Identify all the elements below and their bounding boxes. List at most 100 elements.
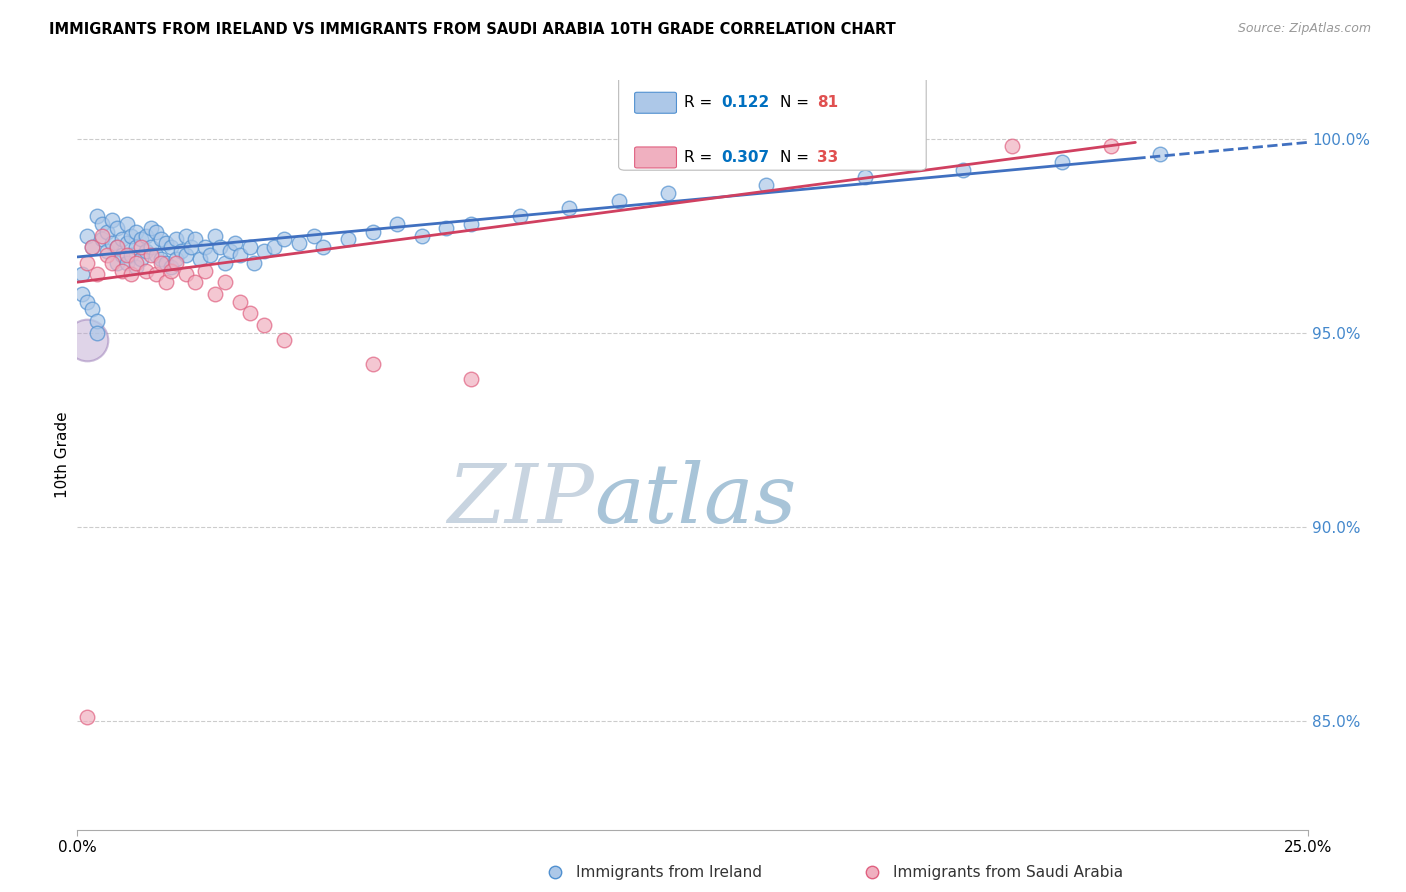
Point — [253, 244, 276, 259]
Point — [204, 286, 226, 301]
Point — [460, 217, 482, 231]
Point — [155, 236, 177, 251]
Point — [170, 244, 193, 259]
Point — [105, 256, 128, 270]
Point — [194, 263, 217, 277]
Point — [228, 248, 252, 262]
Text: IMMIGRANTS FROM IRELAND VS IMMIGRANTS FROM SAUDI ARABIA 10TH GRADE CORRELATION C: IMMIGRANTS FROM IRELAND VS IMMIGRANTS FR… — [49, 22, 896, 37]
Point — [76, 228, 98, 243]
Point — [125, 256, 148, 270]
Point — [135, 263, 157, 277]
Point — [263, 240, 285, 254]
Point — [129, 232, 153, 246]
Point — [155, 256, 177, 270]
Point — [141, 240, 163, 254]
Point — [121, 228, 143, 243]
Point — [204, 228, 226, 243]
Point — [214, 275, 236, 289]
Point — [243, 256, 266, 270]
Point — [86, 209, 108, 223]
Point — [239, 306, 262, 320]
Text: 0.122: 0.122 — [721, 95, 769, 111]
Point — [755, 178, 778, 193]
Point — [361, 357, 384, 371]
Text: 0.307: 0.307 — [721, 150, 769, 165]
Point — [86, 314, 108, 328]
Point — [302, 228, 325, 243]
Point — [76, 256, 98, 270]
Point — [288, 236, 311, 251]
Point — [1001, 139, 1024, 153]
Point — [214, 256, 236, 270]
Point — [96, 225, 118, 239]
Point — [273, 334, 295, 348]
FancyBboxPatch shape — [634, 92, 676, 113]
Point — [90, 217, 114, 231]
Point — [86, 268, 108, 282]
Text: Source: ZipAtlas.com: Source: ZipAtlas.com — [1237, 22, 1371, 36]
Point — [96, 244, 118, 259]
Point — [219, 244, 242, 259]
Text: N =: N = — [780, 150, 814, 165]
Point — [145, 225, 167, 239]
Point — [174, 228, 197, 243]
Text: Immigrants from Ireland: Immigrants from Ireland — [576, 865, 762, 880]
Point — [82, 240, 104, 254]
Point — [273, 232, 295, 246]
Point — [952, 162, 974, 177]
Point — [194, 240, 217, 254]
FancyBboxPatch shape — [619, 77, 927, 170]
Point — [411, 228, 433, 243]
Point — [361, 225, 384, 239]
Point — [111, 248, 132, 262]
Text: R =: R = — [683, 150, 717, 165]
Point — [607, 194, 630, 208]
Point — [115, 217, 138, 231]
Point — [70, 286, 93, 301]
Point — [155, 275, 177, 289]
Point — [145, 248, 167, 262]
Text: 81: 81 — [817, 95, 838, 111]
Point — [121, 248, 143, 262]
Point — [82, 240, 104, 254]
Point — [460, 372, 482, 386]
Point — [101, 236, 124, 251]
Text: N =: N = — [780, 95, 814, 111]
Point — [436, 220, 458, 235]
Point — [239, 240, 262, 254]
Point — [111, 263, 132, 277]
Point — [174, 248, 197, 262]
Point — [90, 228, 114, 243]
Point — [160, 240, 183, 254]
Point — [121, 268, 143, 282]
Point — [160, 263, 183, 277]
Point — [853, 170, 876, 185]
Y-axis label: 10th Grade: 10th Grade — [55, 411, 70, 499]
Point — [1099, 139, 1122, 153]
Point — [82, 302, 104, 317]
Point — [209, 240, 232, 254]
Point — [115, 248, 138, 262]
Point — [125, 240, 148, 254]
Point — [105, 240, 128, 254]
Point — [129, 240, 153, 254]
Point — [90, 232, 114, 246]
Point — [70, 268, 93, 282]
Point — [228, 294, 252, 309]
Point — [1050, 154, 1073, 169]
Point — [105, 220, 128, 235]
Point — [145, 268, 167, 282]
Point — [135, 244, 157, 259]
Point — [129, 252, 153, 266]
Point — [224, 236, 246, 251]
Point — [253, 318, 276, 332]
FancyBboxPatch shape — [634, 147, 676, 168]
Point — [165, 252, 187, 266]
Text: ZIP: ZIP — [447, 460, 595, 540]
Point — [385, 217, 409, 231]
Point — [141, 220, 163, 235]
Point — [1149, 147, 1171, 161]
Point — [150, 252, 173, 266]
Point — [96, 248, 118, 262]
Text: atlas: atlas — [595, 460, 796, 540]
